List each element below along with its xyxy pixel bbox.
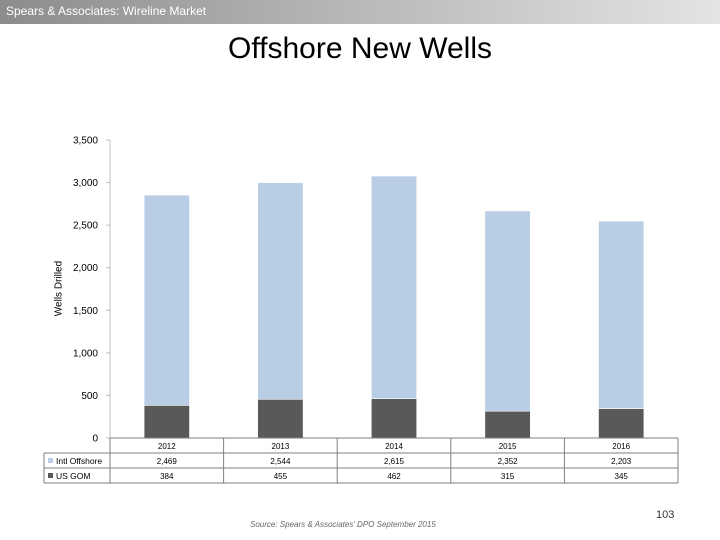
data-label: 462 bbox=[387, 472, 401, 481]
category-label: 2016 bbox=[612, 442, 630, 451]
legend-swatch-us-gom bbox=[48, 473, 53, 478]
y-tick-label: 2,500 bbox=[73, 221, 98, 232]
y-axis-label: Wells Drilled bbox=[53, 260, 65, 317]
y-axis-label-wrap: Wells Drilled bbox=[50, 250, 65, 330]
y-tick-label: 3,500 bbox=[73, 136, 98, 147]
bar-intl-offshore bbox=[370, 175, 418, 399]
legend-swatch-intl-offshore bbox=[48, 458, 53, 463]
legend-label: US GOM bbox=[56, 471, 90, 481]
bar-intl-offshore bbox=[598, 220, 645, 409]
y-tick-label: 1,000 bbox=[73, 348, 98, 359]
data-label: 2,203 bbox=[611, 457, 632, 466]
data-label: 455 bbox=[274, 472, 288, 481]
bar-us-gom bbox=[257, 398, 304, 439]
category-label: 2015 bbox=[499, 442, 517, 451]
bar-intl-offshore bbox=[257, 182, 304, 400]
y-tick-label: 0 bbox=[92, 434, 98, 445]
bar-intl-offshore bbox=[143, 194, 190, 406]
category-label: 2014 bbox=[385, 442, 403, 451]
data-label: 315 bbox=[501, 472, 515, 481]
y-tick-label: 1,500 bbox=[73, 306, 98, 317]
header-text: Spears & Associates: Wireline Market bbox=[6, 4, 207, 18]
data-label: 2,544 bbox=[270, 457, 291, 466]
bar-us-gom bbox=[143, 405, 190, 439]
slide-title: Offshore New Wells bbox=[228, 32, 492, 65]
legend-label: Intl Offshore bbox=[56, 456, 102, 466]
data-label: 2,352 bbox=[498, 457, 519, 466]
bar-us-gom bbox=[370, 398, 418, 439]
category-label: 2012 bbox=[158, 442, 176, 451]
y-tick-label: 3,000 bbox=[73, 178, 98, 189]
data-label: 2,469 bbox=[157, 457, 178, 466]
y-tick-label: 500 bbox=[81, 391, 98, 402]
source-note: Source: Spears & Associates' DPO Septemb… bbox=[250, 520, 436, 529]
bar-us-gom bbox=[484, 410, 531, 439]
category-label: 2013 bbox=[272, 442, 290, 451]
page-number: 103 bbox=[656, 509, 675, 521]
data-label: 2,615 bbox=[384, 457, 405, 466]
bar-us-gom bbox=[598, 408, 645, 439]
header-bar: Spears & Associates: Wireline Market bbox=[0, 0, 720, 24]
data-label: 384 bbox=[160, 472, 174, 481]
y-tick-label: 2,000 bbox=[73, 263, 98, 274]
bar-intl-offshore bbox=[484, 210, 531, 412]
data-label: 345 bbox=[615, 472, 629, 481]
